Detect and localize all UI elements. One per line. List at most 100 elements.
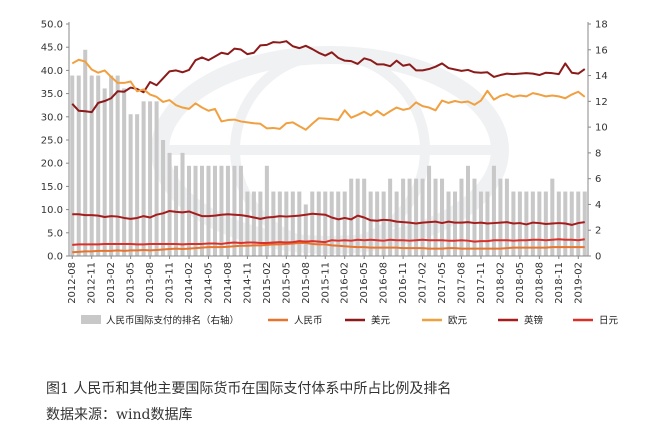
bar-rank — [446, 191, 451, 256]
bar-rank — [401, 178, 406, 256]
bar-rank — [381, 191, 386, 256]
axes-layer: 0.0 5.0 10.0 15.0 20.0 25.0 30.0 35.0 40.0 45.0 50… — [41, 20, 608, 263]
bar-rank — [128, 114, 133, 256]
y-left-tick-label: 10.0 — [41, 205, 63, 216]
chart: 0.0 5.0 10.0 15.0 20.0 25.0 30.0 35.0 40.0 45.0 50… — [41, 20, 619, 327]
bar-rank — [297, 191, 302, 256]
bar-rank — [284, 191, 289, 256]
legend-label: 美元 — [371, 315, 391, 327]
bar-rank — [472, 178, 477, 256]
x-tick-label: 2014-02 — [184, 262, 195, 304]
line-人民币 — [72, 242, 585, 254]
bar-rank — [491, 165, 496, 256]
x-tick-label: 2017-08 — [456, 262, 467, 304]
y-left-tick-label: 0.0 — [47, 252, 63, 263]
x-tick-label: 2016-08 — [379, 262, 390, 304]
bar-rank — [199, 165, 204, 256]
x-tick-label: 2015-02 — [262, 262, 273, 304]
bar-rank — [440, 178, 445, 256]
bar-rank — [154, 101, 159, 256]
x-tick-label: 2013-05 — [126, 262, 137, 304]
lines-layer — [71, 40, 586, 254]
bar-rank — [277, 191, 282, 256]
y-left-tick-label: 15.0 — [41, 182, 63, 193]
bar-rank — [219, 165, 224, 256]
bar-rank — [174, 165, 179, 256]
y-right-tick-label: 8 — [595, 148, 601, 159]
bar-rank — [427, 165, 432, 256]
line-欧元 — [71, 58, 586, 131]
bar-rank — [264, 165, 269, 256]
bar-rank — [245, 191, 250, 256]
bar-rank — [141, 101, 146, 256]
x-tick-labels: 2012-08 2012-11 2013-02 2013-05 2013-08 2013-… — [67, 256, 584, 304]
legend-label: 人民币 — [294, 316, 323, 327]
x-tick-label: 2016-02 — [340, 262, 351, 304]
bar-rank — [329, 191, 334, 256]
x-tick-label: 2016-11 — [398, 262, 409, 304]
legend-label: 欧元 — [448, 315, 468, 327]
y-right-tick-label: 18 — [595, 20, 608, 31]
bar-rank — [251, 191, 256, 256]
bar-rank — [478, 191, 483, 256]
line-美元 — [71, 40, 586, 114]
bar-rank — [83, 49, 88, 256]
bar-rank — [115, 75, 120, 256]
x-tick-label: 2014-05 — [203, 262, 214, 304]
x-tick-label: 2017-02 — [418, 262, 429, 304]
y-right-tick-label: 14 — [595, 71, 608, 82]
bar-rank — [582, 191, 587, 256]
legend-label: 人民币国际支付的排名（右轴） — [106, 315, 239, 327]
bar-rank — [336, 191, 341, 256]
y-left-tick-label: 5.0 — [47, 228, 63, 239]
bar-rank — [420, 178, 425, 256]
bars-layer — [70, 49, 587, 256]
bar-rank — [271, 191, 276, 256]
x-tick-label: 2013-11 — [165, 262, 176, 304]
legend: 人民币国际支付的排名（右轴） 人民币 美元 欧元 英镑 日元 — [81, 315, 619, 327]
y-left-tick-label: 45.0 — [41, 43, 63, 54]
bar-rank — [394, 191, 399, 256]
x-tick-label: 2012-11 — [87, 262, 98, 304]
bar-rank — [375, 191, 380, 256]
bar-rank — [258, 191, 263, 256]
x-tick-label: 2012-08 — [67, 262, 78, 304]
bar-rank — [70, 75, 75, 256]
y-right-tick-label: 4 — [595, 200, 601, 211]
y-right-tick-label: 2 — [595, 226, 601, 237]
data-source: 数据来源：wind数据库 — [46, 407, 193, 423]
y-left-tick-label: 50.0 — [41, 20, 63, 31]
legend-label: 日元 — [599, 316, 619, 327]
bar-rank — [102, 88, 107, 256]
x-tick-label: 2018-08 — [534, 262, 545, 304]
bar-rank — [232, 165, 237, 256]
x-tick-label: 2018-11 — [554, 262, 565, 304]
bar-rank — [349, 178, 354, 256]
bar-rank — [135, 114, 140, 256]
bar-rank — [388, 178, 393, 256]
bar-rank — [407, 178, 412, 256]
bar-rank — [323, 191, 328, 256]
bar-rank — [76, 75, 81, 256]
x-tick-label: 2019-02 — [573, 262, 584, 304]
x-tick-label: 2013-02 — [106, 262, 117, 304]
y-right-tick-label: 10 — [595, 123, 608, 134]
x-tick-label: 2015-05 — [281, 262, 292, 304]
bar-rank — [225, 165, 230, 256]
bar-rank — [122, 88, 127, 256]
bar-rank — [316, 191, 321, 256]
bar-rank — [453, 191, 458, 256]
bar-rank — [569, 191, 574, 256]
x-tick-label: 2014-11 — [242, 262, 253, 304]
y-left-tick-label: 40.0 — [41, 66, 63, 77]
bar-rank — [109, 75, 114, 256]
bar-rank — [167, 152, 172, 256]
x-tick-label: 2016-05 — [359, 262, 370, 304]
bar-rank — [530, 191, 535, 256]
x-tick-label: 2018-02 — [495, 262, 506, 304]
y-left-tick-label: 30.0 — [41, 112, 63, 123]
bar-rank — [290, 191, 295, 256]
bar-rank — [550, 178, 555, 256]
y-left-tick-label: 25.0 — [41, 136, 63, 147]
bar-rank — [148, 101, 153, 256]
